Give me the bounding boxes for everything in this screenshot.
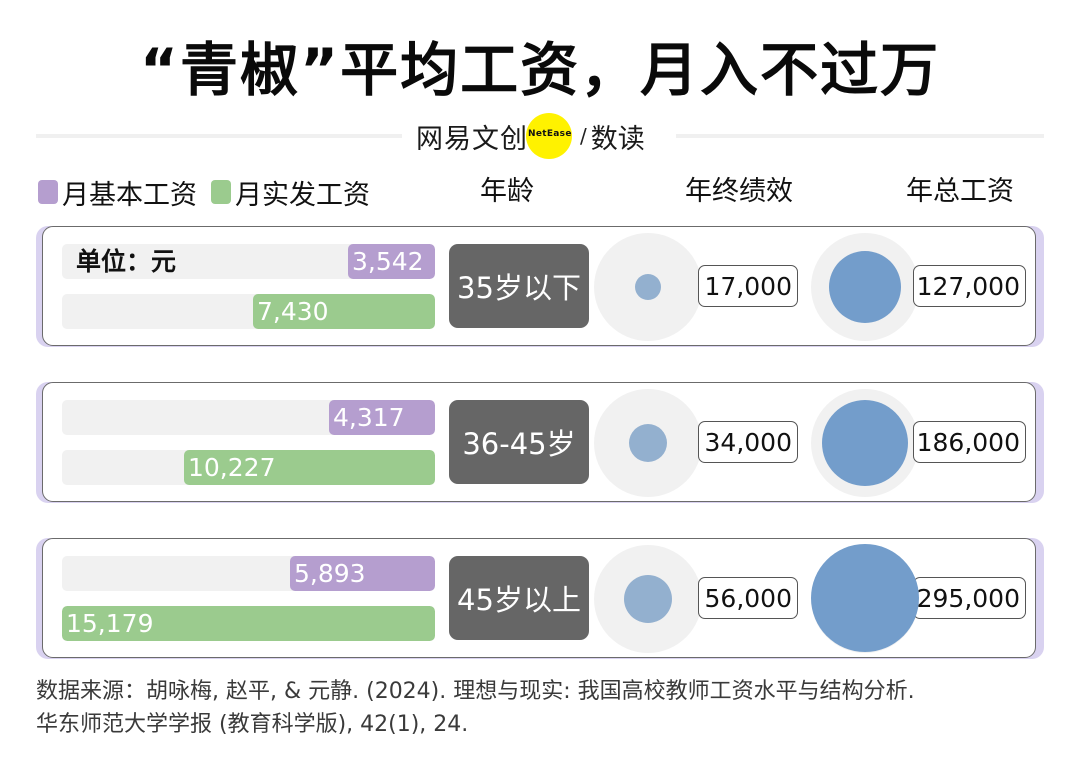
base-salary-bar: 5,893 [290,556,435,591]
base-salary-bar: 4,317 [329,400,435,435]
legend-swatch-actual [211,180,231,204]
actual-salary-track: 7,430 [62,294,435,329]
column-header-bonus: 年终绩效 [685,176,793,207]
row-card: 单位：元 3,542 7,430 35岁以下 17,000 127,000 [42,226,1036,346]
age-group-label: 35岁以下 [449,244,589,328]
legend-label-base: 月基本工资 [62,179,197,211]
source-line-1: 数据来源：胡咏梅, 赵平, & 元静. (2024). 理想与现实: 我国高校教… [36,679,915,704]
bonus-value-label: 56,000 [698,577,798,619]
age-group-label: 36-45岁 [449,400,589,484]
actual-salary-bar: 15,179 [62,606,435,641]
column-header-age: 年龄 [480,176,534,207]
total-bubble [829,251,901,323]
actual-salary-bar: 7,430 [253,294,435,329]
total-bubble [822,400,908,486]
data-source: 数据来源：胡咏梅, 赵平, & 元静. (2024). 理想与现实: 我国高校教… [36,675,1066,741]
column-header-total: 年总工资 [906,176,1014,207]
brand-logo: 网易文创 NetEase / 数读 [416,113,645,159]
brand-en: NetEase [528,129,572,139]
total-value-label: 127,000 [913,265,1026,307]
actual-salary-track: 10,227 [62,450,435,485]
bonus-bubble [629,424,667,462]
unit-label: 单位：元 [76,247,177,276]
brand-separator: / [580,124,587,148]
brand-name: 网易文创 [416,123,528,155]
yellow-dot-icon [526,113,572,159]
actual-salary-bar: 10,227 [184,450,435,485]
sub-brand: 数读 [590,123,645,155]
legend-swatch-base [38,180,58,204]
total-value-label: 186,000 [913,421,1026,463]
bonus-bubble [624,575,672,623]
bonus-value-label: 34,000 [698,421,798,463]
divider-left [36,134,402,138]
source-line-2: 华东师范大学学报 (教育科学版), 42(1), 24. [36,712,469,737]
chart-title: “青椒”平均工资，月入不过万 [139,36,941,104]
base-salary-track: 4,317 [62,400,435,435]
total-value-label: 295,000 [913,577,1026,619]
row-card: 5,893 15,179 45岁以上 56,000 295,000 [42,538,1036,658]
actual-salary-track: 15,179 [62,606,435,641]
netease-badge-icon: NetEase [526,113,572,159]
divider-right [676,134,1044,138]
bonus-bubble [635,274,661,300]
age-group-label: 45岁以上 [449,556,589,640]
row-card: 4,317 10,227 36-45岁 34,000 186,000 [42,382,1036,502]
base-salary-track: 5,893 [62,556,435,591]
total-bubble [811,544,919,652]
base-salary-bar: 3,542 [348,244,435,279]
legend-label-actual: 月实发工资 [235,179,370,211]
legend-item-actual: 月实发工资 [211,173,370,212]
legend: 月基本工资 月实发工资 [38,172,384,212]
bonus-value-label: 17,000 [698,265,798,307]
base-salary-track: 单位：元 3,542 [62,244,435,279]
legend-item-base: 月基本工资 [38,173,197,212]
